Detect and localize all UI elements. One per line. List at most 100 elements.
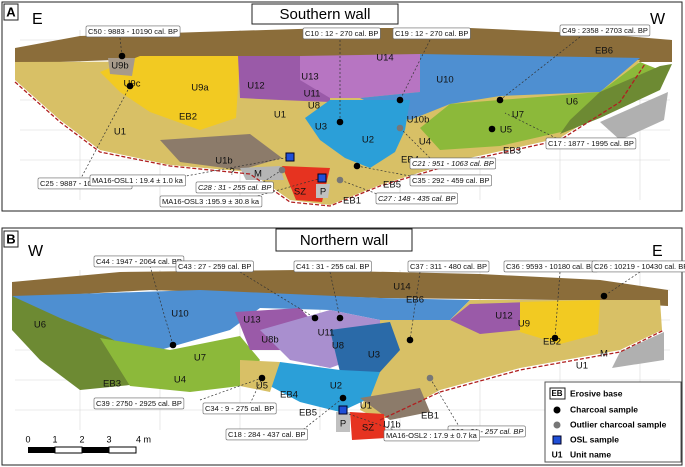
sample-label: C21 : 951 - 1063 cal. BP (412, 159, 494, 168)
unit-label: EB1 (343, 196, 361, 207)
letter-box (3, 3, 19, 21)
symbol (549, 387, 566, 400)
sample-label: C19 : 12 - 270 cal. BP (395, 29, 468, 38)
unit-label: U13 (301, 72, 318, 83)
symbol (552, 435, 562, 445)
unit-label: U14 (393, 282, 410, 293)
unit-label: SZ (294, 187, 306, 198)
sample-labels: C50 : 9883 - 10190 cal. BP C10 : 12 - 27… (37, 24, 651, 208)
erosive-base (379, 329, 665, 421)
sample-dot (126, 82, 134, 90)
label: 1 (52, 434, 57, 444)
leader-line (603, 271, 641, 297)
direction-left: E (32, 11, 43, 28)
unit-u1b (360, 388, 430, 420)
label: 2 (79, 434, 84, 444)
unit-u2 (270, 362, 380, 412)
unit-label: P (340, 419, 346, 430)
leader-line (409, 271, 421, 341)
leader-line (339, 179, 381, 196)
unit-u7 (100, 336, 260, 392)
unit-labels: U6 U10 U14 EB6 U12 U9 EB2 U13 U8b U11 U8… (34, 282, 608, 434)
unit-label: U9a (191, 83, 209, 94)
unit-u9 (520, 300, 600, 344)
unit-label: U10 (436, 75, 453, 86)
leader-line (554, 271, 561, 339)
unit-label: U7 (194, 353, 206, 364)
sample-leaders (149, 265, 641, 433)
label-box (392, 27, 471, 40)
leader-line (399, 127, 431, 159)
label-box (545, 137, 637, 150)
leader-line (199, 377, 263, 401)
symbol (544, 381, 682, 463)
label-box (85, 25, 181, 38)
label-box (225, 428, 308, 441)
symbol (317, 173, 327, 183)
letter-box (3, 230, 19, 248)
label-box (409, 157, 497, 170)
sample-symbols (118, 52, 504, 184)
label: Erosive base (570, 388, 623, 398)
unit-label: U7 (512, 110, 524, 121)
sample-label: C17 : 1877 - 1995 cal. BP (548, 139, 634, 148)
label: U1 (552, 449, 563, 459)
unit-label: EB6 (595, 46, 613, 57)
unit-p (336, 412, 350, 432)
sample-dot (339, 394, 347, 402)
unit-label: U3 (315, 122, 327, 133)
symbol (108, 446, 137, 454)
leader-line (249, 377, 263, 405)
label-box (375, 192, 458, 205)
label: EB (551, 389, 562, 398)
sample-dot (118, 52, 126, 60)
sample-dot (396, 124, 404, 132)
sample-label: C28 : 31 - 255 cal. BP (198, 183, 271, 192)
sample-dot (553, 421, 561, 429)
sample-label: C10 : 12 - 270 cal. BP (305, 29, 378, 38)
legend: EB Erosive base Charcoal sample Outlier … (544, 381, 682, 463)
unit-label: EB1 (421, 411, 439, 422)
panel-letter: A (6, 4, 16, 19)
unit-label: U8b (261, 335, 278, 346)
sample-dot (551, 334, 559, 342)
unit-label: U3 (368, 350, 380, 361)
unit-u7 (420, 62, 660, 150)
sample-label: C25 : 9887 - 10203 cal. BP (40, 179, 130, 188)
unit-label: U2 (330, 381, 342, 392)
unit-u6 (12, 296, 150, 390)
unit-label: U9 (518, 319, 530, 330)
unit-u9b (108, 58, 135, 76)
unit-u13 (300, 54, 420, 98)
scale-bar: 0 1 2 3 4 m (25, 434, 151, 454)
unit-label: U8 (308, 101, 320, 112)
unit-label: U6 (34, 320, 46, 331)
sample-dot (353, 162, 361, 170)
unit-label: U4 (174, 375, 186, 386)
sample-label: C41 : 31 - 255 cal. BP (296, 262, 369, 271)
leader-line (429, 377, 461, 429)
unit-label: P (320, 187, 326, 198)
leader-line (174, 156, 291, 179)
sample-dot (258, 374, 266, 382)
sample-dot (488, 125, 496, 133)
leader-line (299, 397, 344, 433)
label: OSL sample (570, 434, 619, 444)
direction-right: W (650, 11, 666, 28)
unit-label: EB5 (299, 408, 317, 419)
symbol (82, 447, 109, 453)
sample-dot (406, 336, 414, 344)
label-box (407, 260, 490, 273)
sample-dot (553, 406, 561, 414)
direction-left: W (28, 243, 44, 260)
sample-dot (278, 166, 286, 174)
unit-label: U11 (304, 89, 321, 100)
sample-label: C39 : 2750 - 2925 cal. BP (96, 399, 182, 408)
unit-label: U2 (362, 135, 374, 146)
label-box (159, 195, 263, 208)
label-box (383, 429, 480, 442)
sample-label: C18 : 284 - 437 cal. BP (228, 430, 306, 439)
sample-label: C36 : 9593 - 10180 cal. BP (506, 262, 596, 271)
label: Unit name (570, 449, 611, 459)
